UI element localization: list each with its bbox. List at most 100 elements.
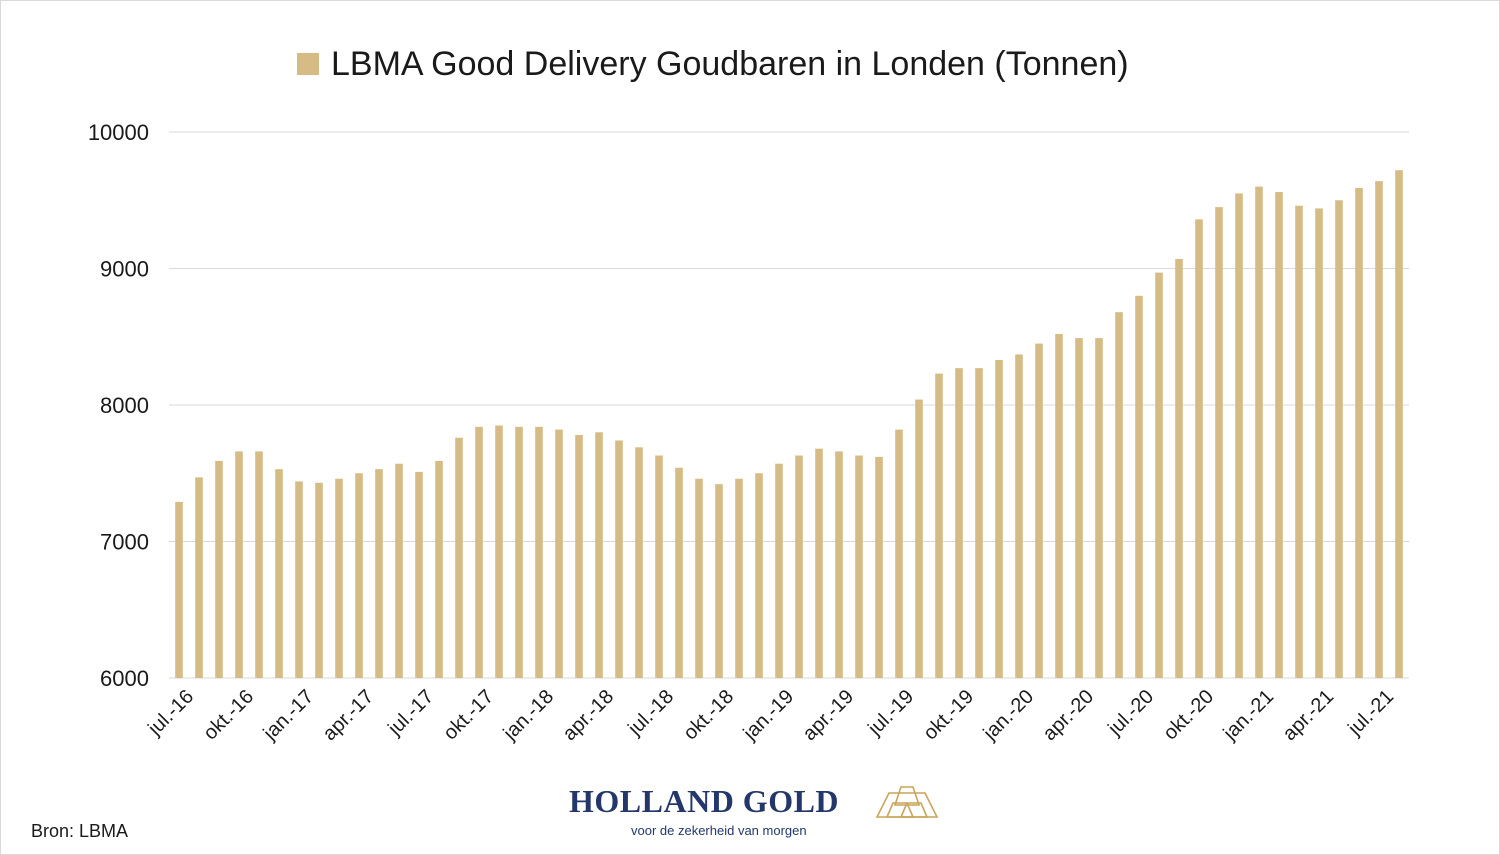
x-tick-label: jul.-16 [143, 686, 198, 741]
chart-title: LBMA Good Delivery Goudbaren in Londen (… [331, 45, 1129, 83]
x-tick-label: okt.-16 [199, 686, 258, 745]
x-tick-label: okt.-19 [919, 686, 978, 745]
brand-name: HOLLAND GOLD [569, 783, 840, 819]
bar-mrt.-18 [575, 435, 583, 678]
bar-jul.-17 [415, 471, 423, 678]
x-tick-label: jan.-19 [739, 686, 799, 746]
x-tick-label: jul.-18 [623, 686, 678, 741]
bar-mrt.-17 [335, 478, 343, 678]
bar-dec.-19 [995, 359, 1003, 678]
bar-aug.-20 [1155, 272, 1163, 678]
bar-mrt.-19 [815, 448, 823, 678]
x-tick-label: jan.-20 [979, 686, 1039, 746]
x-tick-label: jan.-17 [259, 686, 319, 746]
bar-jul.-20 [1135, 295, 1143, 678]
bar-okt.-20 [1195, 219, 1203, 679]
x-tick-label: jul.-17 [383, 686, 438, 741]
brand-tagline: voor de zekerheid van morgen [631, 823, 807, 838]
bar-aug.-17 [435, 460, 443, 678]
bar-jan.-21 [1255, 186, 1263, 678]
bar-okt.-18 [715, 484, 723, 678]
bar-mei-20 [1095, 338, 1103, 678]
bar-jun.-18 [635, 447, 643, 678]
bar-feb.-20 [1035, 343, 1043, 678]
bar-jul.-19 [895, 429, 903, 678]
bar-dec.-20 [1235, 193, 1243, 679]
bar-nov.-18 [735, 478, 743, 678]
bar-feb.-17 [315, 482, 323, 678]
bar-jul.-16 [175, 501, 183, 678]
x-tick-label: okt.-20 [1159, 686, 1218, 745]
bar-dec.-16 [275, 469, 283, 678]
bar-jan.-17 [295, 481, 303, 678]
bar-jan.-19 [775, 463, 783, 678]
bar-apr.-20 [1075, 338, 1083, 678]
bar-dec.-18 [755, 473, 763, 678]
x-tick-label: jan.-18 [499, 686, 559, 746]
chart-legend: LBMA Good Delivery Goudbaren in Londen (… [297, 45, 1129, 83]
bar-nov.-19 [975, 368, 983, 678]
bar-okt.-19 [955, 368, 963, 678]
bar-nov.-20 [1215, 207, 1223, 678]
y-tick-label: 7000 [100, 530, 149, 555]
bar-aug.-18 [675, 467, 683, 678]
chart-gridlines [169, 131, 1409, 679]
bar-jun.-17 [395, 463, 403, 678]
y-axis: 6000 7000 8000 9000 10000 [88, 120, 149, 691]
bar-feb.-21 [1275, 192, 1283, 678]
bar-sep.-18 [695, 478, 703, 678]
gold-bars-logo-icon [875, 786, 939, 818]
bar-jul.-21 [1375, 181, 1383, 678]
bar-mrt.-20 [1055, 334, 1063, 678]
x-tick-label: jul.-20 [1103, 686, 1158, 741]
bar-jun.-20 [1115, 312, 1123, 678]
chart-bars [175, 170, 1403, 679]
x-tick-label: apr.-21 [1279, 686, 1339, 746]
x-tick-label: jan.-21 [1219, 686, 1279, 746]
x-tick-label: okt.-17 [439, 686, 498, 745]
bar-sep.-19 [935, 373, 943, 678]
bar-apr.-21 [1315, 208, 1323, 678]
bar-nov.-17 [495, 425, 503, 678]
y-tick-label: 8000 [100, 393, 149, 418]
bar-apr.-18 [595, 432, 603, 678]
bar-apr.-17 [355, 473, 363, 678]
holland-gold-brand: HOLLAND GOLD voor de zekerheid van morge… [569, 783, 949, 843]
x-tick-label: apr.-18 [559, 686, 619, 746]
bar-aug.-16 [195, 477, 203, 678]
x-tick-label: apr.-19 [799, 686, 859, 746]
bar-mei-17 [375, 469, 383, 678]
bar-jul.-18 [655, 455, 663, 678]
bar-jan.-18 [535, 426, 543, 678]
bar-feb.-19 [795, 455, 803, 678]
bar-sep.-20 [1175, 258, 1183, 678]
bar-mei-21 [1335, 200, 1343, 678]
x-tick-label: jul.-19 [863, 686, 918, 741]
bar-aug.-19 [915, 399, 923, 678]
bar-mei-19 [855, 455, 863, 678]
x-tick-label: apr.-17 [319, 686, 379, 746]
x-tick-label: okt.-18 [679, 686, 738, 745]
source-note: Bron: LBMA [31, 821, 129, 841]
y-tick-label: 9000 [100, 257, 149, 282]
bar-okt.-16 [235, 451, 243, 678]
bar-sep.-17 [455, 437, 463, 678]
bar-dec.-17 [515, 426, 523, 678]
bar-apr.-19 [835, 451, 843, 678]
bar-aug.-21 [1395, 170, 1403, 678]
x-tick-label: jul.-21 [1343, 686, 1398, 741]
bar-mrt.-21 [1295, 205, 1303, 678]
bar-mei-18 [615, 440, 623, 678]
x-axis: jul.-16 okt.-16 jan.-17 apr.-17 jul.-17 okt.-… [143, 686, 1398, 746]
y-tick-label: 10000 [88, 120, 149, 145]
bar-jun.-19 [875, 456, 883, 678]
bar-jan.-20 [1015, 354, 1023, 678]
bar-sep.-16 [215, 460, 223, 678]
x-tick-label: apr.-20 [1039, 686, 1099, 746]
bar-okt.-17 [475, 426, 483, 678]
bar-nov.-16 [255, 451, 263, 678]
bar-jun.-21 [1355, 187, 1363, 678]
bar-feb.-18 [555, 429, 563, 678]
